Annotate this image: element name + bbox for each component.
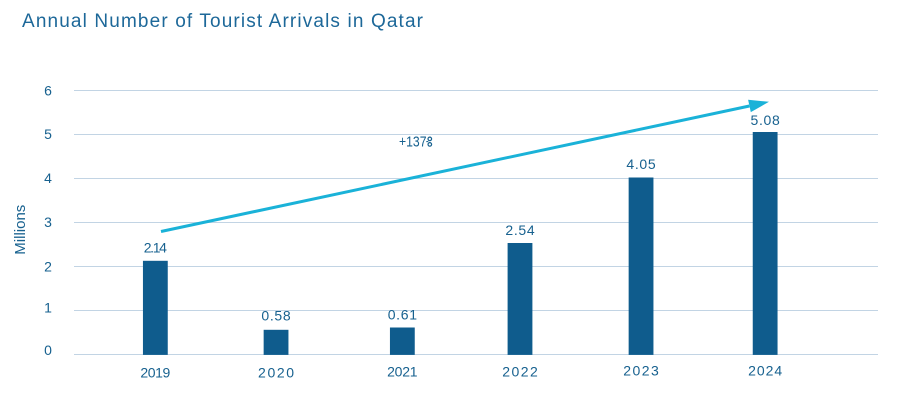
svg-text:0.58: 0.58 [261,307,291,323]
svg-text:2020: 2020 [258,364,294,380]
svg-text:6: 6 [44,83,52,99]
svg-text:2023: 2023 [623,363,659,379]
svg-text:2019: 2019 [140,364,170,380]
svg-text:2.14: 2.14 [144,240,167,256]
svg-text:Millions: Millions [12,205,29,255]
svg-text:0: 0 [44,342,52,358]
svg-text:1: 1 [44,300,52,316]
svg-text:5.08: 5.08 [751,112,781,128]
svg-text:4: 4 [44,170,52,186]
svg-text:Annual Number of Tourist Arriv: Annual Number of Tourist Arrivals in Qat… [22,11,424,32]
svg-text:0.61: 0.61 [388,307,418,323]
svg-text:2: 2 [44,259,52,275]
svg-text:2022: 2022 [502,363,538,379]
svg-text:4.05: 4.05 [626,156,656,172]
svg-text:5: 5 [44,126,52,142]
svg-text:+137: +137 [399,134,427,150]
svg-text:2024: 2024 [748,363,782,379]
svg-text:2021: 2021 [387,363,418,379]
svg-text:2.54: 2.54 [505,222,535,238]
svg-text:3: 3 [44,214,52,230]
